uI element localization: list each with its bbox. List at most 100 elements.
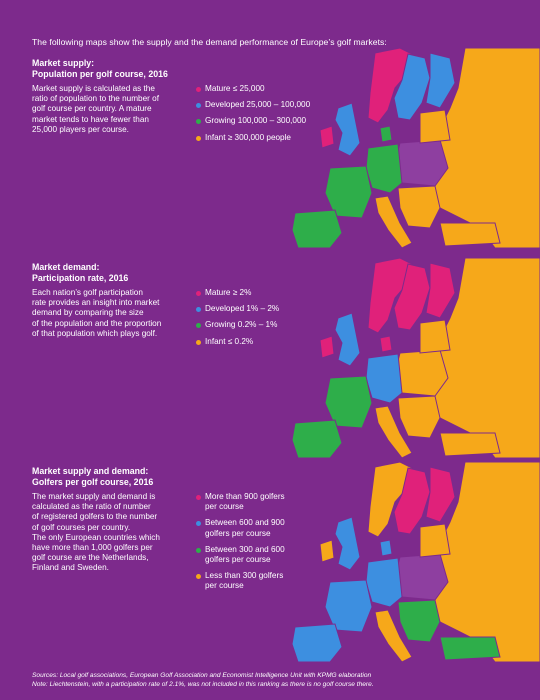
desc-line: demand by comparing the size [32, 308, 144, 318]
desc-line: rate provides an insight into market [32, 298, 160, 308]
desc-line: ratio of population to the number of [32, 94, 159, 104]
desc-line: of registered golfers to the number [32, 512, 158, 522]
legend-label: per course [205, 502, 244, 512]
legend-dot [196, 119, 201, 125]
section-description: Each nation’s golf participation rate pr… [32, 288, 192, 339]
map-region-ireland [319, 539, 335, 563]
footer-sources: Sources: Local golf associations, Europe… [32, 672, 372, 679]
map-region-denmark [379, 125, 393, 143]
desc-line: have more than 1,000 golfers per [32, 543, 153, 553]
legend-label: golfers per course [205, 528, 271, 538]
map-region-finland [425, 262, 456, 319]
map-region-france [324, 579, 373, 633]
map-region-iberia [291, 623, 343, 662]
section-title-line2: Golfers per golf course, 2016 [32, 477, 154, 487]
legend-item-developed: Between 600 and 900 golfers per course [196, 518, 285, 538]
legend-dot [196, 495, 201, 500]
legend-item-growing: Between 300 and 600 golfers per course [196, 545, 285, 565]
legend-label: Mature ≤ 25,000 [205, 84, 265, 93]
desc-line: The market supply and demand is [32, 492, 156, 501]
map-region-iberia [291, 209, 343, 248]
legend-dot [196, 574, 201, 580]
map-region-baltic [419, 319, 451, 354]
europe-map-demand [291, 258, 540, 458]
legend-label: per course [205, 581, 244, 591]
desc-line: Finland and Sweden. [32, 563, 109, 573]
legend-label: Infant ≤ 0.2% [205, 336, 254, 346]
legend: More than 900 golfers per course Between… [196, 492, 285, 592]
desc-line: of golf courses per country. [32, 522, 131, 532]
legend: Mature ≤ 25,000 Developed 25,000 – 100,0… [196, 84, 310, 143]
map-region-finland [425, 52, 456, 109]
legend-dot [196, 339, 201, 345]
desc-line: Each nation’s golf participation [32, 288, 143, 297]
legend-item-growing: Growing 0.2% – 1% [196, 320, 279, 330]
map-region-iberia [291, 419, 343, 458]
map-region-germany [365, 143, 403, 194]
map-region-central [394, 553, 449, 601]
desc-line: of the population and the proportion [32, 318, 162, 328]
desc-line: The only European countries which [32, 532, 160, 542]
map-region-france [324, 375, 373, 429]
map-region-ireland [319, 125, 335, 149]
map-region-norway [367, 258, 413, 334]
desc-line: calculated as the ratio of number [32, 502, 151, 512]
section-title: Market demand: Participation rate, 2016 [32, 262, 128, 284]
section-title: Market supply and demand: Golfers per go… [32, 466, 153, 488]
map-region-turkey [439, 432, 501, 457]
legend-label: Less than 300 golfers [205, 571, 284, 581]
legend-item-mature: Mature ≤ 25,000 [196, 84, 310, 94]
legend-label: golfers per course [205, 555, 271, 565]
legend-dot [196, 521, 201, 527]
legend-item-infant: Infant ≤ 0.2% [196, 337, 279, 347]
map-region-uk [334, 516, 361, 571]
section-title: Market supply: Population per golf cours… [32, 58, 168, 80]
footer: Sources: Local golf associations, Europe… [32, 672, 374, 689]
legend-dot [196, 547, 201, 553]
map-region-uk [334, 312, 361, 367]
legend-dot [196, 103, 201, 109]
legend-item-infant: Infant ≥ 300,000 people [196, 133, 310, 143]
section-title-line2: Population per golf course, 2016 [32, 69, 168, 79]
map-region-sweden [393, 263, 431, 331]
desc-line: 25,000 players per course. [32, 124, 129, 134]
map-region-italy [374, 405, 413, 458]
legend-dot [196, 307, 201, 313]
legend-label: Growing 100,000 – 300,000 [205, 116, 307, 126]
section-title-line2: Participation rate, 2016 [32, 273, 129, 283]
map-region-baltic [419, 523, 451, 558]
section-title-line1: Market supply: [32, 58, 95, 68]
map-region-baltic [419, 109, 451, 144]
legend-dot [196, 291, 201, 296]
legend-item-developed: Developed 1% – 2% [196, 304, 279, 314]
legend-label: Mature ≥ 2% [205, 288, 252, 297]
map-region-central [394, 349, 449, 397]
map-region-sweden [393, 53, 431, 121]
desc-line: Market supply is calculated as the [32, 84, 155, 93]
legend-dot [196, 87, 201, 92]
legend-label: Developed 1% – 2% [205, 304, 280, 314]
desc-line: golf course are the Netherlands, [32, 553, 149, 563]
map-region-denmark [379, 335, 393, 353]
desc-line: of that population which plays golf. [32, 328, 158, 338]
legend-dot [196, 135, 201, 141]
map-region-italy [374, 609, 413, 662]
desc-line: golf course per country. A mature [32, 104, 152, 114]
intro-text: The following maps show the supply and t… [32, 37, 387, 47]
legend-item-mature: More than 900 golfers per course [196, 492, 285, 512]
legend-item-growing: Growing 100,000 – 300,000 [196, 116, 310, 126]
map-region-norway [367, 462, 413, 538]
map-region-france [324, 165, 373, 219]
map-region-norway [367, 48, 413, 124]
map-region-sweden [393, 467, 431, 535]
desc-line: market tends to have fewer than [32, 114, 149, 124]
map-region-ireland [319, 335, 335, 359]
map-region-germany [365, 557, 403, 608]
legend-label: Between 600 and 900 [205, 518, 285, 528]
map-region-denmark [379, 539, 393, 557]
map-region-balkans [397, 599, 441, 643]
legend-label: Infant ≥ 300,000 people [205, 132, 291, 142]
section-title-line1: Market supply and demand: [32, 466, 149, 476]
legend-item-developed: Developed 25,000 – 100,000 [196, 100, 310, 110]
map-region-balkans [397, 395, 441, 439]
